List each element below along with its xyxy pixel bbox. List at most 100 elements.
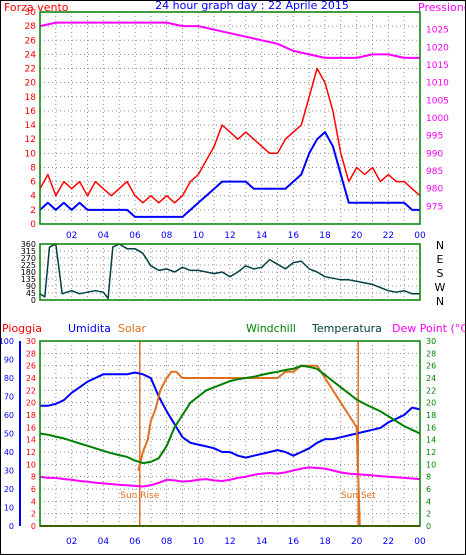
x-tick-label: 00 — [414, 231, 426, 241]
y-tick-label-humidity: 40 — [4, 448, 14, 457]
y-tick-label-direction: 270 — [21, 254, 36, 263]
compass-label: W — [435, 281, 446, 294]
x-tick-label: 04 — [98, 231, 110, 241]
y-tick-label-direction: 315 — [21, 247, 36, 256]
y-tick-label-left: 10 — [25, 149, 37, 159]
y-tick-label-right: 980 — [426, 185, 443, 195]
y-tick-label-left: 6 — [30, 178, 36, 188]
panel3-grid — [40, 341, 420, 526]
y-tick-label-left: 20 — [25, 79, 37, 89]
y-tick-label-humidity: 50 — [4, 430, 14, 439]
y-tick-label-left: 12 — [25, 135, 36, 145]
y-tick-label-temp-right: 26 — [426, 362, 436, 371]
y-tick-label-left: 4 — [30, 192, 36, 202]
x-tick-label: 06 — [129, 537, 141, 547]
compass-label: N — [436, 239, 444, 252]
y-tick-label-left: 26 — [25, 36, 37, 46]
series-temperature — [39, 364, 421, 465]
y-tick-label-temp-left: 6 — [31, 485, 36, 494]
series-wind — [39, 131, 420, 218]
y-tick-label-temp-left: 24 — [26, 374, 36, 383]
y-tick-label-humidity: 100 — [0, 337, 14, 346]
y-tick-label-right: 1025 — [426, 26, 449, 36]
y-tick-label-direction: 360 — [21, 240, 36, 249]
legend-dew-point: Dew Point (°C) — [392, 322, 466, 335]
legend-solar: Solar — [118, 322, 147, 335]
y-tick-label-temp-right: 28 — [426, 349, 436, 358]
y-tick-label-temp-left: 10 — [26, 460, 36, 469]
compass-label: N — [436, 295, 444, 308]
y-tick-label-temp-right: 16 — [426, 423, 436, 432]
y-tick-label-temp-left: 28 — [26, 349, 36, 358]
x-tick-label: 10 — [193, 231, 205, 241]
y-tick-label-temp-left: 20 — [26, 399, 36, 408]
x-tick-label: 16 — [288, 231, 300, 241]
x-tick-label: 14 — [256, 537, 268, 547]
panel1-grid — [40, 12, 420, 224]
y-tick-label-right: 975 — [426, 202, 443, 212]
panel2-grid — [40, 244, 420, 300]
y-tick-label-temp-right: 4 — [426, 497, 431, 506]
y-tick-label-temp-left: 16 — [26, 423, 36, 432]
panel2-frame — [39, 243, 421, 301]
y-tick-label-humidity: 80 — [4, 374, 14, 383]
x-tick-label: 14 — [256, 231, 268, 241]
panel3-frame — [39, 340, 421, 527]
x-tick-label: 02 — [66, 537, 77, 547]
y-tick-label-left: 16 — [25, 107, 37, 117]
y-tick-label-temp-right: 22 — [426, 386, 436, 395]
y-tick-label-right: 1000 — [426, 114, 449, 124]
x-tick-label: 10 — [193, 537, 205, 547]
y-tick-label-left: 28 — [25, 22, 37, 32]
x-tick-label: 04 — [98, 537, 110, 547]
chart-title: 24 hour graph day : 22 Aprile 2015 — [155, 0, 349, 12]
right-axis-title: Pressione — [418, 1, 466, 14]
y-tick-label-temp-right: 24 — [426, 374, 436, 383]
y-tick-label-left: 14 — [25, 121, 37, 131]
y-tick-label-temp-left: 8 — [31, 473, 36, 482]
y-tick-label-temp-right: 12 — [426, 448, 436, 457]
y-tick-label-left: 24 — [25, 50, 37, 60]
x-tick-label: 22 — [383, 537, 394, 547]
y-tick-label-direction: 0 — [31, 296, 36, 305]
y-tick-label-direction: 90 — [26, 282, 36, 291]
y-tick-label-humidity: 60 — [4, 411, 14, 420]
y-tick-label-temp-left: 18 — [26, 411, 36, 420]
y-tick-label-temp-left: 12 — [26, 448, 36, 457]
y-tick-label-temp-right: 18 — [426, 411, 436, 420]
series-gust — [39, 67, 421, 204]
y-tick-label-temp-right: 8 — [426, 473, 431, 482]
y-tick-label-left: 30 — [25, 8, 37, 18]
y-tick-label-temp-left: 2 — [31, 510, 36, 519]
x-tick-label: 20 — [351, 231, 363, 241]
y-tick-label-right: 1005 — [426, 96, 449, 106]
y-tick-label-direction: 180 — [21, 268, 36, 277]
legend-temperature: Temperatura — [311, 322, 382, 335]
y-tick-label-temp-left: 30 — [26, 337, 36, 346]
y-tick-label-left: 18 — [25, 93, 37, 103]
y-tick-label-right: 1015 — [426, 61, 449, 71]
x-tick-label: 08 — [161, 537, 173, 547]
y-tick-label-left: 2 — [30, 206, 36, 216]
x-tick-label: 02 — [66, 231, 77, 241]
x-tick-label: 06 — [129, 231, 141, 241]
y-tick-label-humidity: 70 — [4, 393, 14, 402]
x-tick-label: 00 — [414, 537, 426, 547]
y-tick-label-temp-left: 22 — [26, 386, 36, 395]
legend-rain: Pioggia — [2, 322, 42, 335]
y-tick-label-temp-right: 6 — [426, 485, 431, 494]
y-tick-label-direction: 225 — [21, 261, 36, 270]
series-pressure — [39, 21, 420, 59]
y-tick-label-left: 8 — [30, 163, 36, 173]
y-tick-label-temp-right: 14 — [426, 436, 436, 445]
x-tick-label: 22 — [383, 231, 394, 241]
y-tick-label-humidity: 20 — [4, 485, 14, 494]
y-tick-label-right: 990 — [426, 149, 443, 159]
x-tick-label: 12 — [224, 537, 235, 547]
y-tick-label-humidity: 30 — [4, 467, 14, 476]
y-tick-label-direction: 135 — [21, 275, 36, 284]
y-tick-label-humidity: 0 — [9, 522, 14, 531]
compass-label: E — [437, 253, 444, 266]
